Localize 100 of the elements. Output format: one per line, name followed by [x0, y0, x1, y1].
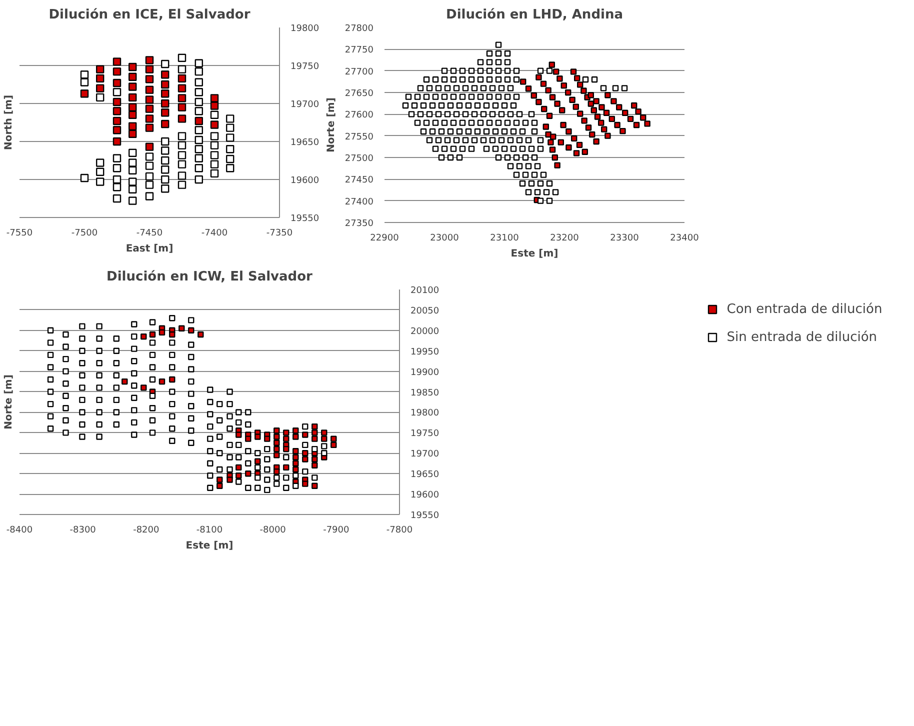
y-tick-label: 27750: [344, 46, 374, 56]
y-tick-label: 27450: [344, 176, 374, 186]
point: [80, 90, 89, 98]
y2-tick-label: 19750: [290, 62, 320, 72]
x-tick-label: -7900: [323, 526, 350, 536]
chart-title: Dilución en ICE, El Salvador: [48, 8, 251, 22]
x-tick-label: -8400: [6, 526, 33, 536]
y2-tick-label: 19800: [290, 24, 320, 34]
y2-tick-label: 19650: [410, 470, 440, 480]
y-tick-label: 27350: [344, 219, 374, 229]
point: [128, 93, 137, 102]
x-tick-label: -7450: [136, 228, 163, 238]
x-tick-label: -7500: [71, 228, 98, 238]
x-tick-label: -7350: [266, 228, 293, 238]
point: [145, 104, 154, 113]
x-axis-title: Este [m]: [186, 540, 234, 552]
chart-title: Dilución en LHD, Andina: [446, 8, 623, 22]
point: [96, 65, 104, 74]
x-tick-label: 23100: [490, 234, 520, 244]
point: [178, 94, 186, 102]
y2-tick-label: 19700: [290, 100, 320, 110]
y-tick-label: 27400: [344, 197, 374, 208]
point: [112, 98, 122, 106]
x-tick-label: 23000: [430, 234, 460, 244]
y2-tick-label: 19850: [410, 388, 440, 398]
point: [112, 107, 122, 116]
point: [161, 99, 170, 108]
point: [112, 67, 122, 76]
y2-tick-label: 19550: [290, 214, 320, 224]
x-tick-label: -7550: [6, 228, 33, 238]
y-tick-label: 27650: [344, 89, 374, 99]
point: [128, 130, 137, 138]
point: [178, 114, 186, 123]
point: [112, 126, 122, 134]
y2-tick-label: 19550: [410, 511, 440, 521]
y2-tick-label: 19950: [410, 347, 440, 358]
point: [145, 86, 154, 94]
point: [145, 142, 154, 151]
y2-tick-label: 20100: [410, 286, 440, 296]
y2-tick-label: 19700: [410, 450, 440, 460]
chart-title: Dilución en ICW, El Salvador: [106, 270, 314, 284]
point: [128, 110, 137, 119]
x-axis-title: East [m]: [126, 244, 174, 254]
point: [178, 84, 186, 92]
point: [161, 70, 170, 79]
y-axis-title: Norte [m]: [326, 98, 337, 152]
point: [112, 78, 122, 88]
point: [145, 124, 154, 132]
y-axis-title: North [m]: [4, 94, 14, 150]
legend-label: Sin entrada de dilución: [726, 330, 878, 344]
point: [145, 96, 154, 104]
point: [161, 120, 170, 128]
point: [128, 62, 137, 72]
y2-tick-label: 19650: [290, 138, 320, 148]
point: [112, 58, 122, 66]
x-tick-label: -8000: [260, 526, 286, 536]
point: [112, 116, 122, 126]
x-tick-label: 23300: [610, 234, 640, 244]
x-tick-label: -8200: [133, 526, 160, 536]
point: [128, 72, 137, 81]
y-tick-label: 27550: [344, 132, 374, 142]
y2-tick-label: 20050: [410, 306, 440, 316]
y2-tick-label: 19900: [410, 368, 440, 378]
y-tick-label: 27600: [344, 110, 374, 121]
point: [178, 103, 186, 112]
x-tick-label: -8300: [70, 526, 96, 536]
legend-label: Con entrada de dilución: [726, 302, 882, 316]
point: [194, 116, 203, 126]
x-tick-label: -7400: [201, 228, 228, 238]
point: [210, 120, 219, 129]
y2-tick-label: 19600: [290, 176, 320, 186]
point: [178, 74, 186, 83]
point: [128, 82, 137, 91]
point: [145, 114, 154, 123]
point: [96, 74, 104, 83]
point: [145, 75, 154, 84]
y-tick-label: 27700: [344, 67, 374, 78]
point: [96, 84, 104, 92]
y-axis-title: Norte [m]: [4, 374, 14, 430]
x-tick-label: -7800: [386, 526, 413, 536]
point: [161, 80, 170, 89]
point: [161, 108, 170, 117]
point: [145, 65, 154, 74]
y2-tick-label: 20000: [410, 326, 440, 337]
point: [210, 102, 219, 110]
point: [161, 90, 170, 98]
y2-tick-label: 19800: [410, 408, 440, 419]
y-tick-label: 27500: [344, 154, 374, 164]
x-tick-label: 22900: [370, 234, 400, 244]
x-tick-label: 23400: [670, 234, 700, 244]
point: [112, 137, 122, 146]
point: [128, 103, 137, 112]
point: [210, 94, 219, 102]
y2-tick-label: 19750: [410, 429, 440, 440]
x-tick-label: -8100: [196, 526, 223, 536]
x-axis-title: Este [m]: [510, 248, 558, 260]
y2-tick-label: 19600: [410, 490, 440, 501]
y-tick-label: 27800: [344, 24, 374, 34]
point: [145, 56, 154, 64]
x-tick-label: 23200: [550, 234, 580, 244]
